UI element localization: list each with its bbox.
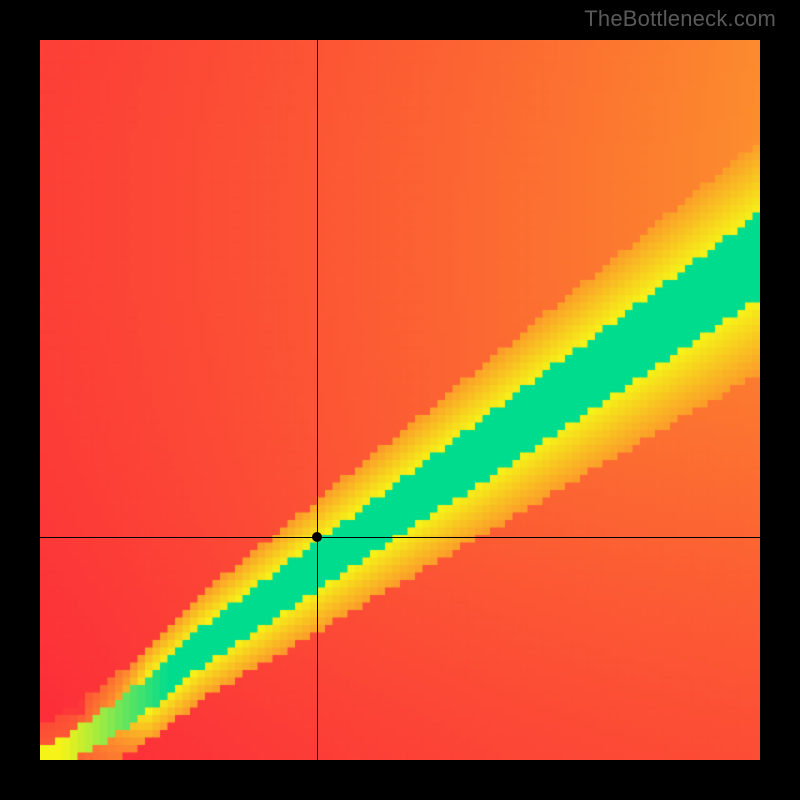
plot-area bbox=[40, 40, 760, 760]
crosshair-vertical bbox=[317, 40, 318, 760]
crosshair-horizontal bbox=[40, 537, 760, 538]
chart-container: TheBottleneck.com bbox=[0, 0, 800, 800]
watermark-text: TheBottleneck.com bbox=[584, 6, 776, 32]
heatmap-canvas bbox=[40, 40, 760, 760]
data-point-marker bbox=[312, 532, 322, 542]
